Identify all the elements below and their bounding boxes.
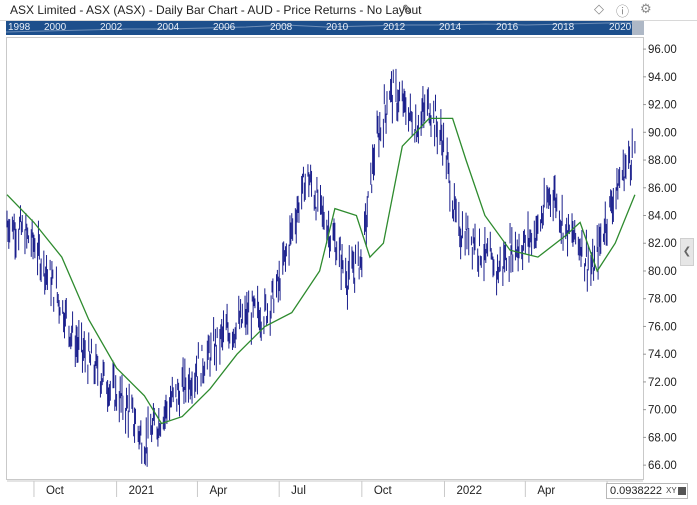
overview-year-label: 2018 bbox=[552, 22, 575, 33]
crosshair-readout[interactable]: 0.0938222 XY bbox=[606, 483, 688, 499]
lock-icon[interactable] bbox=[678, 487, 686, 495]
y-tick-label: 80.00 bbox=[648, 266, 677, 278]
crosshair-mode-label: XY bbox=[666, 486, 677, 495]
overview-year-label: 2006 bbox=[213, 22, 236, 33]
overview-year-label: 1998 bbox=[8, 22, 31, 33]
y-tick-label: 76.00 bbox=[648, 321, 677, 333]
y-tick-label: 70.00 bbox=[648, 405, 677, 417]
overview-year-label: 2010 bbox=[326, 22, 349, 33]
chart-title: ASX Limited - ASX (ASX) - Daily Bar Char… bbox=[10, 3, 422, 17]
chevron-left-icon[interactable]: ❮ bbox=[680, 238, 694, 266]
price-bars bbox=[6, 68, 636, 467]
overview-year-label: 2012 bbox=[383, 22, 406, 33]
overview-scroll-bar[interactable]: 1998 2000 2002 2004 2006 2008 2010 2012 … bbox=[6, 21, 632, 35]
x-tick-label: 2022 bbox=[456, 485, 482, 497]
y-tick-label: 96.00 bbox=[648, 44, 677, 56]
overview-year-label: 2014 bbox=[439, 22, 462, 33]
overview-year-label: 2008 bbox=[270, 22, 293, 33]
crosshair-value: 0.0938222 bbox=[610, 485, 662, 497]
overview-year-label: 2000 bbox=[44, 22, 67, 33]
overview-year-label: 2016 bbox=[496, 22, 519, 33]
x-tick-label: Apr bbox=[537, 485, 555, 497]
plot-area[interactable] bbox=[6, 37, 644, 480]
pencil-icon[interactable]: ✎ bbox=[402, 2, 413, 17]
y-tick-label: 84.00 bbox=[648, 211, 677, 223]
y-tick-label: 92.00 bbox=[648, 100, 677, 112]
window-title-bar: ASX Limited - ASX (ASX) - Daily Bar Char… bbox=[0, 0, 697, 21]
y-tick-label: 90.00 bbox=[648, 127, 677, 139]
x-axis: Oct2021AprJulOct2022AprJul bbox=[7, 480, 643, 497]
overview-year-label: 2020 bbox=[609, 22, 632, 33]
x-tick-label: Jul bbox=[291, 485, 306, 497]
y-axis: 66.00 68.00 70.00 72.00 74.00 76.00 78.00 80.00… bbox=[643, 44, 677, 472]
y-tick-label: 74.00 bbox=[648, 349, 677, 361]
help-icon[interactable]: ⓘ bbox=[616, 4, 630, 19]
moving-average-line bbox=[6, 117, 636, 425]
y-tick-label: 88.00 bbox=[648, 155, 677, 167]
y-tick-label: 66.00 bbox=[648, 460, 677, 472]
x-tick-label: Apr bbox=[209, 485, 227, 497]
y-tick-label: 68.00 bbox=[648, 432, 677, 444]
y-tick-label: 82.00 bbox=[648, 238, 677, 250]
overview-range-handle[interactable] bbox=[632, 21, 644, 35]
x-tick-label: Oct bbox=[374, 485, 393, 497]
y-tick-label: 86.00 bbox=[648, 183, 677, 195]
settings-icon[interactable]: ⚙ bbox=[640, 1, 652, 16]
overview-sparkline bbox=[6, 22, 632, 33]
y-tick-label: 78.00 bbox=[648, 294, 677, 306]
y-tick-label: 94.00 bbox=[648, 72, 677, 84]
x-tick-label: Oct bbox=[46, 485, 65, 497]
y-tick-label: 72.00 bbox=[648, 377, 677, 389]
overview-year-label: 2002 bbox=[100, 22, 123, 33]
overview-year-label: 2004 bbox=[157, 22, 180, 33]
x-tick-label: 2021 bbox=[129, 485, 155, 497]
diamond-icon[interactable]: ◇ bbox=[594, 1, 604, 16]
